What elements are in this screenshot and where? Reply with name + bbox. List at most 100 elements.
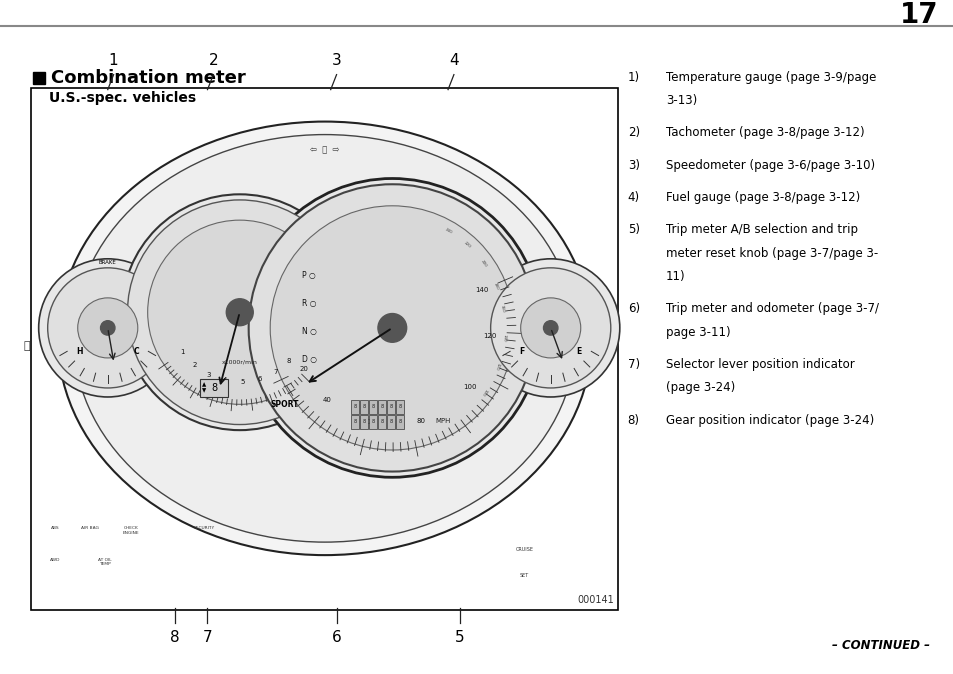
Bar bbox=[200, 379, 228, 396]
Text: SECURITY: SECURITY bbox=[193, 526, 214, 530]
Text: 4: 4 bbox=[449, 53, 458, 67]
Text: CHECK
ENGINE: CHECK ENGINE bbox=[123, 526, 139, 535]
Text: U.S.-spec. vehicles: U.S.-spec. vehicles bbox=[50, 92, 196, 105]
Text: 2): 2) bbox=[627, 127, 639, 140]
Text: 7: 7 bbox=[273, 369, 277, 375]
Circle shape bbox=[226, 299, 253, 326]
Text: 7: 7 bbox=[202, 630, 213, 645]
Text: 6: 6 bbox=[332, 630, 341, 645]
Text: 6): 6) bbox=[627, 303, 639, 315]
Text: 8: 8 bbox=[389, 404, 393, 409]
Text: Trip meter A/B selection and trip: Trip meter A/B selection and trip bbox=[665, 224, 857, 237]
Text: BRAKE: BRAKE bbox=[99, 260, 116, 265]
Text: F: F bbox=[519, 347, 524, 357]
Text: N ○: N ○ bbox=[301, 328, 316, 336]
Bar bbox=[377, 415, 386, 429]
Text: 80: 80 bbox=[416, 419, 425, 425]
Text: page 3-11): page 3-11) bbox=[665, 326, 730, 339]
Text: meter reset knob (page 3-7/page 3-: meter reset knob (page 3-7/page 3- bbox=[665, 247, 877, 259]
Circle shape bbox=[249, 184, 536, 472]
Text: 100: 100 bbox=[479, 388, 487, 396]
Circle shape bbox=[243, 179, 541, 477]
Circle shape bbox=[543, 321, 558, 335]
Text: 17: 17 bbox=[900, 1, 938, 29]
Text: 180: 180 bbox=[493, 282, 499, 290]
Bar bbox=[31, 88, 618, 610]
Text: AWD: AWD bbox=[50, 558, 60, 561]
Text: 200: 200 bbox=[479, 259, 488, 268]
Text: R ○: R ○ bbox=[301, 299, 315, 308]
Text: 6: 6 bbox=[257, 376, 261, 382]
Text: 8: 8 bbox=[398, 404, 401, 409]
Text: 100: 100 bbox=[463, 384, 476, 390]
Bar bbox=[387, 400, 395, 414]
Circle shape bbox=[377, 313, 406, 342]
Text: 8): 8) bbox=[627, 414, 639, 427]
Circle shape bbox=[122, 194, 357, 430]
Text: 8: 8 bbox=[371, 419, 375, 425]
Text: 3: 3 bbox=[206, 371, 211, 377]
Text: 2: 2 bbox=[209, 53, 218, 67]
Text: ⇦  🚗  ⇨: ⇦ 🚗 ⇨ bbox=[310, 146, 339, 155]
Text: 8: 8 bbox=[398, 419, 401, 425]
Text: AIR BAG: AIR BAG bbox=[81, 526, 99, 530]
Text: 止: 止 bbox=[23, 341, 30, 351]
Text: E: E bbox=[576, 347, 581, 357]
Text: SPORT: SPORT bbox=[270, 400, 298, 409]
Bar bbox=[377, 400, 386, 414]
Text: 1): 1) bbox=[627, 71, 639, 84]
Text: ABS: ABS bbox=[51, 526, 59, 530]
Text: 4: 4 bbox=[223, 377, 227, 384]
Circle shape bbox=[77, 298, 137, 358]
Bar bbox=[387, 415, 395, 429]
Text: CRUISE: CRUISE bbox=[515, 547, 533, 552]
Text: 8: 8 bbox=[354, 419, 356, 425]
Text: 8: 8 bbox=[371, 404, 375, 409]
Text: SET: SET bbox=[519, 574, 528, 578]
Text: – CONTINUED –: – CONTINUED – bbox=[831, 640, 929, 652]
Text: 3-13): 3-13) bbox=[665, 94, 697, 107]
Text: 5): 5) bbox=[627, 224, 639, 237]
Text: 11): 11) bbox=[665, 270, 685, 283]
Circle shape bbox=[48, 268, 168, 388]
Text: Tachometer (page 3-8/page 3-12): Tachometer (page 3-8/page 3-12) bbox=[665, 127, 863, 140]
Text: 8: 8 bbox=[380, 419, 383, 425]
Text: ▲
▼: ▲ ▼ bbox=[202, 382, 206, 393]
Text: 140: 140 bbox=[501, 334, 506, 342]
Bar bbox=[359, 400, 368, 414]
Text: MPH: MPH bbox=[435, 419, 450, 424]
Text: 1: 1 bbox=[109, 53, 118, 67]
Text: D ○: D ○ bbox=[301, 355, 316, 365]
Text: Fuel gauge (page 3-8/page 3-12): Fuel gauge (page 3-8/page 3-12) bbox=[665, 191, 860, 204]
Circle shape bbox=[270, 206, 514, 450]
Circle shape bbox=[520, 298, 580, 358]
Text: Temperature gauge (page 3-9/page: Temperature gauge (page 3-9/page bbox=[665, 71, 876, 84]
Text: 8: 8 bbox=[389, 419, 393, 425]
Text: 3): 3) bbox=[627, 159, 639, 172]
Circle shape bbox=[100, 321, 115, 335]
Circle shape bbox=[490, 268, 610, 388]
Text: 7): 7) bbox=[627, 358, 639, 371]
Text: Gear position indicator (page 3-24): Gear position indicator (page 3-24) bbox=[665, 414, 873, 427]
Text: 8: 8 bbox=[380, 404, 383, 409]
Ellipse shape bbox=[58, 121, 591, 555]
Text: (page 3-24): (page 3-24) bbox=[665, 381, 735, 394]
Bar bbox=[351, 400, 358, 414]
Text: 8: 8 bbox=[171, 630, 180, 645]
Text: 1: 1 bbox=[180, 349, 185, 355]
Circle shape bbox=[128, 200, 352, 425]
Circle shape bbox=[39, 259, 176, 397]
Text: 8: 8 bbox=[362, 419, 365, 425]
Ellipse shape bbox=[73, 135, 576, 542]
Text: P ○: P ○ bbox=[301, 271, 314, 280]
Text: 8: 8 bbox=[287, 359, 291, 365]
Text: 140: 140 bbox=[475, 286, 488, 293]
Bar bbox=[395, 400, 404, 414]
Circle shape bbox=[148, 220, 332, 404]
Text: 240: 240 bbox=[443, 227, 453, 235]
Text: Speedometer (page 3-6/page 3-10): Speedometer (page 3-6/page 3-10) bbox=[665, 159, 874, 172]
Bar bbox=[395, 415, 404, 429]
Circle shape bbox=[481, 259, 619, 397]
Text: Selector lever position indicator: Selector lever position indicator bbox=[665, 358, 854, 371]
Bar bbox=[359, 415, 368, 429]
